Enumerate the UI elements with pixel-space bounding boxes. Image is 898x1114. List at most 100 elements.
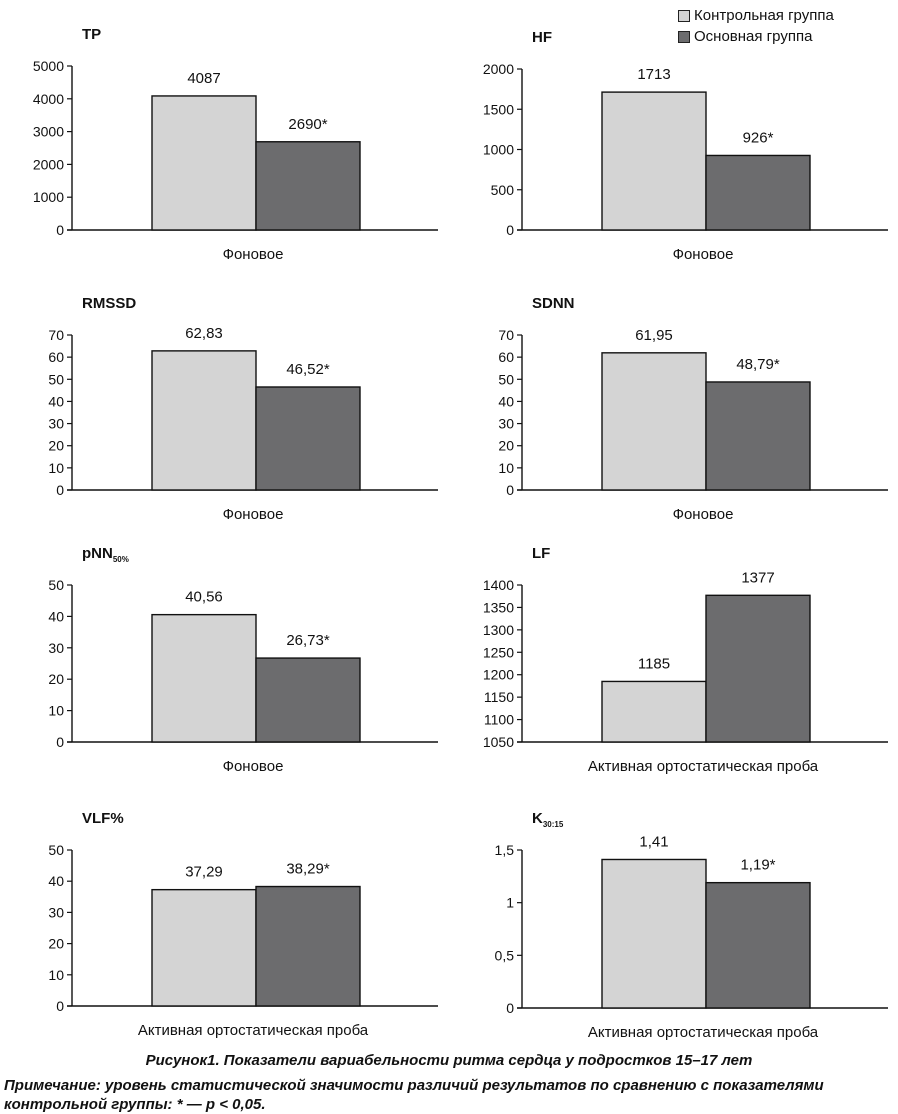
legend-swatch-control <box>678 9 690 22</box>
bar-control <box>151 888 257 1007</box>
y-tick-label: 60 <box>498 349 514 365</box>
chart-title-main: RMSSD <box>82 295 136 312</box>
chart-title-main: K <box>532 810 543 827</box>
chart-title-main: SDNN <box>532 295 575 312</box>
data-label: 4087 <box>187 70 220 87</box>
y-tick-label: 2000 <box>483 61 514 77</box>
chart-title-main: TP <box>82 26 101 43</box>
figure-caption: Рисунок1. Показатели вариабельности ритм… <box>145 1052 753 1069</box>
bar-main <box>255 657 361 743</box>
y-tick-label: 1000 <box>33 189 64 205</box>
y-tick-label: 40 <box>48 873 64 889</box>
legend-label-control: Контрольная группа <box>694 7 834 24</box>
y-tick-label: 40 <box>48 608 64 624</box>
y-tick-label: 2000 <box>33 156 64 172</box>
data-label: 1,19* <box>740 857 775 874</box>
y-tick-label: 1 <box>506 895 514 911</box>
chart-title-main: HF <box>532 29 552 46</box>
y-tick-label: 20 <box>48 671 64 687</box>
y-tick-label: 0,5 <box>495 947 515 963</box>
y-tick-label: 30 <box>48 640 64 656</box>
data-label: 2690* <box>288 116 327 133</box>
chart-title: SDNN <box>532 295 575 312</box>
chart-title: HF <box>532 29 552 46</box>
chart-title: TP <box>82 26 101 43</box>
y-tick-label: 1,5 <box>495 842 515 858</box>
data-label: 26,73* <box>286 632 330 649</box>
bar-control <box>151 613 257 743</box>
data-label: 62,83 <box>185 325 223 342</box>
chart-title: VLF% <box>82 810 124 827</box>
bar-control <box>601 858 707 1009</box>
category-label: Активная ортостатическая проба <box>588 758 819 775</box>
y-tick-label: 1300 <box>483 622 514 638</box>
legend-label-main: Основная группа <box>694 28 813 45</box>
data-label: 1,41 <box>639 833 668 850</box>
data-label: 1377 <box>741 569 774 586</box>
y-tick-label: 10 <box>48 967 64 983</box>
y-tick-label: 500 <box>491 182 515 198</box>
y-tick-label: 10 <box>48 460 64 476</box>
y-tick-label: 70 <box>498 327 514 343</box>
bar-main <box>705 381 811 491</box>
data-label: 40,56 <box>185 589 223 606</box>
figure-note: Примечание: уровень статистической значи… <box>4 1077 824 1113</box>
y-tick-label: 20 <box>498 438 514 454</box>
charts-svg: TP01000200030004000500040872690*ФоновоеH… <box>33 26 888 1041</box>
bar-main <box>255 141 361 231</box>
data-label: 1713 <box>637 66 670 83</box>
category-label: Фоновое <box>223 758 284 775</box>
bar-main <box>255 386 361 491</box>
legend-item-control: Контрольная группа <box>678 5 834 26</box>
y-tick-label: 1250 <box>483 644 514 660</box>
y-tick-label: 60 <box>48 349 64 365</box>
y-tick-label: 20 <box>48 936 64 952</box>
y-tick-label: 50 <box>498 371 514 387</box>
y-tick-label: 0 <box>56 222 64 238</box>
bar-control <box>601 352 707 491</box>
chart-title: K30:15 <box>532 810 564 829</box>
y-tick-label: 0 <box>506 1000 514 1016</box>
y-tick-label: 40 <box>48 393 64 409</box>
bar-control <box>601 91 707 231</box>
y-tick-label: 50 <box>48 577 64 593</box>
category-label: Фоновое <box>673 506 734 523</box>
y-tick-label: 30 <box>48 904 64 920</box>
y-tick-label: 5000 <box>33 58 64 74</box>
y-tick-label: 40 <box>498 393 514 409</box>
legend-swatch-main <box>678 30 690 43</box>
y-tick-label: 0 <box>506 482 514 498</box>
data-label: 926* <box>743 129 774 146</box>
chart-title-main: LF <box>532 545 550 562</box>
chart-grid: TP 0 1000 2000 3000 4000 5000 4087 2690* Фоновое H… <box>33 26 888 1041</box>
category-label: Активная ортостатическая проба <box>588 1024 819 1041</box>
data-label: 38,29* <box>286 861 330 878</box>
y-tick-label: 1200 <box>483 667 514 683</box>
chart-title-subscript: 30:15 <box>543 820 564 829</box>
y-tick-label: 1350 <box>483 599 514 615</box>
chart-title: LF <box>532 545 550 562</box>
bar-control <box>151 95 257 231</box>
y-tick-label: 0 <box>56 998 64 1014</box>
data-label: 48,79* <box>736 356 780 373</box>
bar-main <box>705 881 811 1009</box>
y-tick-label: 10 <box>498 460 514 476</box>
y-tick-label: 0 <box>56 482 64 498</box>
y-tick-label: 10 <box>48 703 64 719</box>
data-label: 37,29 <box>185 864 223 881</box>
chart-title: RMSSD <box>82 295 136 312</box>
bar-control <box>601 680 707 743</box>
data-label: 46,52* <box>286 361 330 378</box>
y-tick-label: 4000 <box>33 91 64 107</box>
data-label: 1185 <box>638 655 670 672</box>
y-tick-label: 30 <box>498 416 514 432</box>
chart-title-main: pNN <box>82 545 113 562</box>
y-tick-label: 50 <box>48 371 64 387</box>
y-tick-label: 1100 <box>484 712 514 728</box>
legend: Контрольная группа Основная группа <box>678 5 834 47</box>
y-tick-label: 1050 <box>483 734 514 750</box>
bar-control <box>151 350 257 491</box>
y-tick-label: 30 <box>48 416 64 432</box>
category-label: Фоновое <box>673 246 734 263</box>
y-tick-label: 1000 <box>483 142 514 158</box>
